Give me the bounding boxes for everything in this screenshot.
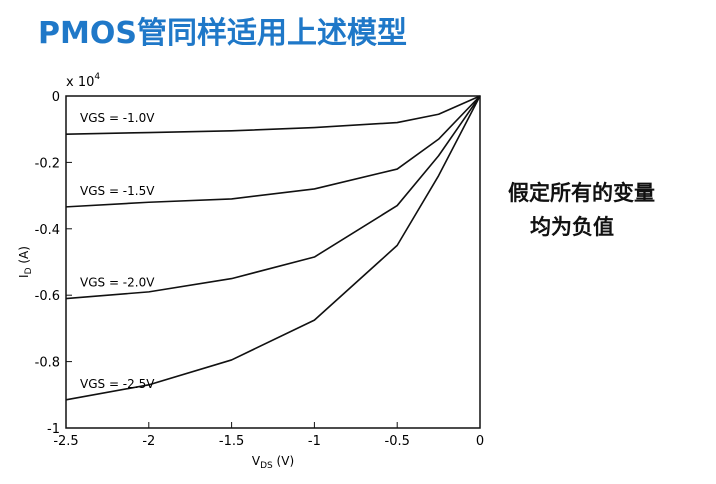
series-label: VGS = -2.0V [80, 276, 155, 290]
slide-title: PMOS管同样适用上述模型 [38, 16, 407, 51]
y-label-sub: D [24, 267, 34, 274]
y-tick-label: -0.4 [35, 223, 60, 238]
series-label: VGS = -2.5V [80, 377, 155, 391]
x-tick-label: 0 [476, 434, 484, 449]
x-label-sub: DS [260, 461, 273, 471]
series-line [65, 95, 481, 300]
series-line [65, 95, 481, 208]
y-tick-label: 0 [52, 90, 60, 105]
note-line: 假定所有的变量 [508, 181, 655, 205]
y-label-main: I [17, 274, 31, 278]
y-tick-label: -1 [47, 422, 60, 437]
y-multiplier: x 104 [66, 72, 100, 90]
y-axis-label: ID (A) [17, 246, 34, 278]
series-label: VGS = -1.5V [80, 184, 155, 198]
x-tick-label: -2 [142, 434, 155, 449]
series-label: VGS = -1.0V [80, 111, 155, 125]
multiplier-exponent: 4 [94, 72, 100, 82]
x-tick-label: -1 [308, 434, 321, 449]
y-tick-label: -0.8 [35, 356, 60, 371]
y-label-unit: (A) [17, 246, 31, 267]
x-tick-label: -1.5 [219, 434, 244, 449]
series-line [65, 95, 481, 401]
plot-frame [65, 95, 481, 429]
x-tick-label: -0.5 [385, 434, 410, 449]
x-label-main: V [252, 454, 261, 468]
x-label-unit: (V) [273, 454, 294, 468]
multiplier-base: x 10 [66, 75, 94, 90]
y-tick-label: -0.6 [35, 289, 60, 304]
note: 假定所有的变量 均为负值 [508, 176, 655, 244]
x-axis-label: VDS (V) [252, 454, 294, 471]
y-tick-label: -0.2 [35, 156, 60, 171]
note-line: 均为负值 [530, 215, 614, 239]
x-tick-label: -2.5 [53, 434, 78, 449]
series-line [65, 95, 481, 135]
